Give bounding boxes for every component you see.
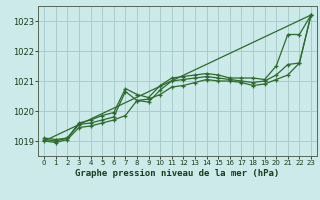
X-axis label: Graphe pression niveau de la mer (hPa): Graphe pression niveau de la mer (hPa) <box>76 169 280 178</box>
